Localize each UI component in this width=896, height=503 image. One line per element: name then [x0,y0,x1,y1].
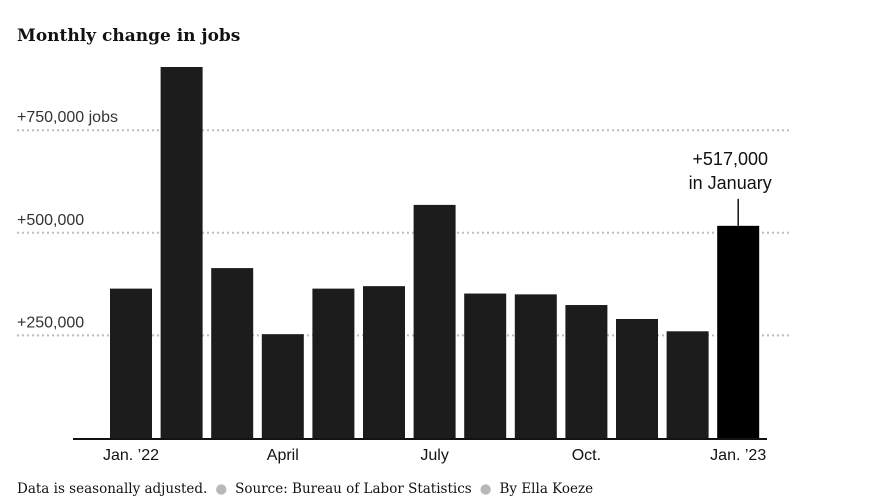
y-tick-label: +250,000 [17,314,84,331]
y-tick-label: +750,000 jobs [17,109,118,126]
separator-dot: ● [215,481,228,497]
bar-5 [312,288,355,438]
bar-8 [464,293,507,438]
x-tick-label: July [420,447,448,464]
bar-4 [261,334,304,438]
bar-3 [211,268,254,438]
bar-7 [413,204,456,438]
footer-note: Data is seasonally adjusted. [17,481,208,497]
y-tick-label: +500,000 [17,212,84,229]
annotation-label: +517,000 [692,149,768,169]
annotation-layer: +517,000 in January [689,149,772,226]
bar-9 [514,294,557,438]
bar-2 [160,67,203,438]
x-tick-label: Jan. ’22 [103,447,159,464]
x-tick-label: Oct. [572,447,601,464]
x-axis: Jan. ’22 April July Oct. Jan. ’23 [73,438,767,464]
x-tick-label: April [267,447,299,464]
bar-12 [666,331,709,438]
bar-11 [616,318,658,438]
footer: Data is seasonally adjusted. ● Source: Bur… [17,481,593,497]
bar-6 [363,286,405,438]
x-tick-label: Jan. ’23 [710,447,766,464]
bar-1 [110,288,152,438]
separator-dot: ● [479,481,492,497]
annotation-label: in January [689,173,772,193]
chart-title: Monthly change in jobs [17,26,241,46]
footer-source: Source: Bureau of Labor Statistics [235,481,472,497]
bar-10 [565,305,608,438]
bars-layer [110,67,760,438]
bar-13 [717,225,760,438]
footer-byline: By Ella Koeze [499,481,594,497]
bar-chart: +250,000 +500,000 +750,000 jobs Jan. ’22 Ap… [17,67,790,464]
